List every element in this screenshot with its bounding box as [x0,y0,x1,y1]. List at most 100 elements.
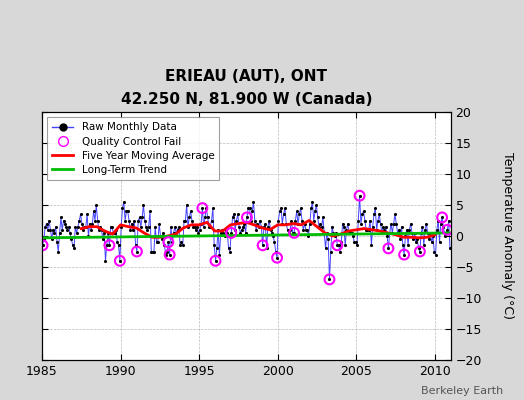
Point [428,239,436,245]
Point [400,251,408,258]
Point [111,230,119,236]
Point [158,236,166,242]
Point [349,233,357,239]
Point [133,248,141,255]
Point [117,224,125,230]
Point [342,226,351,233]
Point [208,217,216,224]
Point [441,233,449,239]
Point [142,224,150,230]
Point [245,205,254,211]
Point [138,214,146,221]
Point [57,214,65,221]
Point [206,224,214,230]
Point [346,230,355,236]
Point [130,217,138,224]
Point [380,226,389,233]
Point [151,224,159,230]
Point [358,211,366,218]
Point [412,239,420,245]
Point [41,224,49,230]
Point [124,208,132,214]
Point [147,248,156,255]
Point [325,276,334,282]
Point [83,211,91,218]
Point [185,214,193,221]
Point [169,230,178,236]
Point [242,230,250,236]
Point [51,224,60,230]
Point [87,226,95,233]
Point [63,226,72,233]
Point [97,226,106,233]
Point [152,239,161,245]
Point [312,202,321,208]
Point [202,205,211,211]
Point [237,226,246,233]
Point [108,224,116,230]
Point [264,224,272,230]
Point [426,230,434,236]
Point [232,217,241,224]
Point [48,236,56,242]
Point [198,205,206,211]
Point [171,224,179,230]
Point [125,217,133,224]
Point [442,230,450,236]
Point [249,199,258,205]
Point [180,217,188,224]
Point [167,224,175,230]
Point [396,236,405,242]
Point [80,224,89,230]
Point [168,239,177,245]
Point [53,239,61,245]
Point [365,226,373,233]
Point [148,248,157,255]
Point [43,226,52,233]
Point [228,214,237,221]
Point [226,248,234,255]
Point [67,236,75,242]
Y-axis label: Temperature Anomaly (°C): Temperature Anomaly (°C) [501,152,515,320]
Point [435,239,444,245]
Point [173,226,182,233]
Point [416,248,424,255]
Point [446,245,454,252]
Point [340,224,348,230]
Point [383,233,391,239]
Point [352,239,360,245]
Point [409,236,418,242]
Point [200,224,208,230]
Point [91,217,99,224]
Point [129,226,137,233]
Point [46,226,54,233]
Point [332,230,340,236]
Point [230,211,238,218]
Point [106,224,115,230]
Point [84,233,93,239]
Point [271,248,280,255]
Point [297,205,305,211]
Point [339,220,347,227]
Point [250,217,259,224]
Point [223,230,232,236]
Point [388,230,397,236]
Point [184,224,192,230]
Point [222,226,230,233]
Point [190,224,199,230]
Point [122,208,130,214]
Point [333,242,342,248]
Point [156,233,165,239]
Point [194,230,203,236]
Point [439,224,447,230]
Point [243,214,251,221]
Point [179,242,187,248]
Point [305,220,314,227]
Point [371,205,379,211]
Point [270,239,279,245]
Point [345,230,353,236]
Point [303,226,311,233]
Point [126,226,135,233]
Point [96,224,104,230]
Point [422,220,431,227]
